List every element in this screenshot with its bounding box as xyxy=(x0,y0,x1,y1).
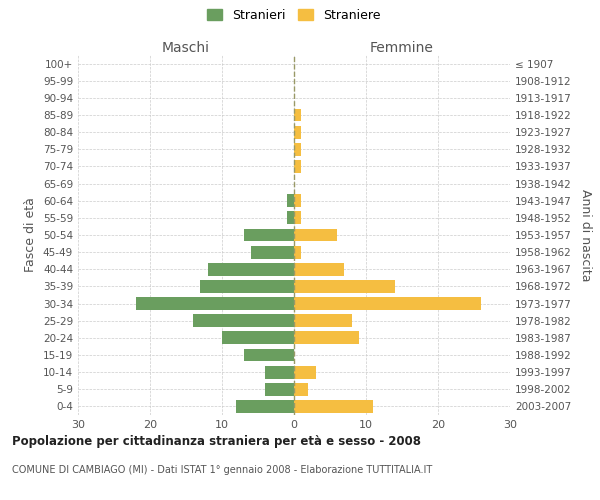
Text: Popolazione per cittadinanza straniera per età e sesso - 2008: Popolazione per cittadinanza straniera p… xyxy=(12,435,421,448)
Bar xyxy=(222,332,294,344)
Bar xyxy=(193,314,294,327)
Bar xyxy=(294,194,301,207)
Bar xyxy=(294,366,316,378)
Bar xyxy=(294,297,481,310)
Bar xyxy=(294,126,301,138)
Bar xyxy=(294,314,352,327)
Y-axis label: Fasce di età: Fasce di età xyxy=(25,198,37,272)
Bar xyxy=(265,366,294,378)
Bar xyxy=(294,400,373,413)
Bar xyxy=(287,194,294,207)
Legend: Stranieri, Straniere: Stranieri, Straniere xyxy=(202,4,386,27)
Bar xyxy=(294,160,301,173)
Text: Maschi: Maschi xyxy=(162,41,210,55)
Bar xyxy=(236,400,294,413)
Bar xyxy=(251,246,294,258)
Bar xyxy=(294,212,301,224)
Bar xyxy=(208,263,294,276)
Bar xyxy=(294,108,301,122)
Bar xyxy=(294,246,301,258)
Bar xyxy=(294,143,301,156)
Text: COMUNE DI CAMBIAGO (MI) - Dati ISTAT 1° gennaio 2008 - Elaborazione TUTTITALIA.I: COMUNE DI CAMBIAGO (MI) - Dati ISTAT 1° … xyxy=(12,465,432,475)
Text: Femmine: Femmine xyxy=(370,41,434,55)
Bar xyxy=(294,228,337,241)
Bar xyxy=(200,280,294,293)
Bar xyxy=(287,212,294,224)
Y-axis label: Anni di nascita: Anni di nascita xyxy=(580,188,592,281)
Bar xyxy=(244,348,294,362)
Bar xyxy=(265,383,294,396)
Bar xyxy=(294,332,359,344)
Bar xyxy=(294,263,344,276)
Bar xyxy=(244,228,294,241)
Bar xyxy=(136,297,294,310)
Bar xyxy=(294,280,395,293)
Bar xyxy=(294,383,308,396)
